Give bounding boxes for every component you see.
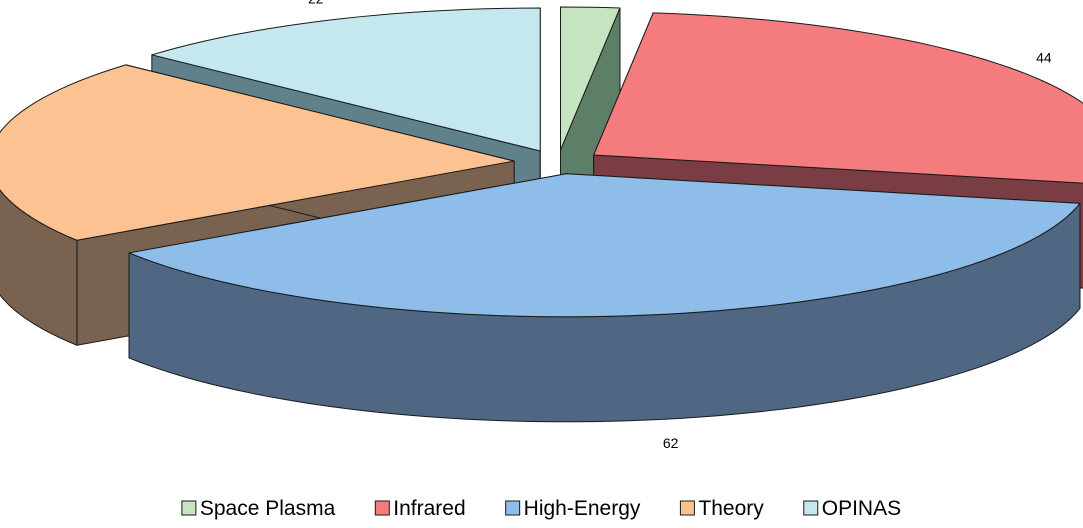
legend-swatch-space-plasma <box>181 500 197 516</box>
legend-label-high-energy: High-Energy <box>524 497 641 520</box>
legend-label-infrared: Infrared <box>393 497 465 520</box>
legend-label-space-plasma: Space Plasma <box>200 497 336 520</box>
legend: Space Plasma Infrared High-Energy Theory OPI… <box>181 497 901 520</box>
legend-item-theory: Theory <box>679 497 764 520</box>
data-label-opinas: 22 <box>308 0 324 6</box>
slice-top-theory <box>0 64 515 241</box>
data-label-infrared: 44 <box>1036 49 1052 65</box>
data-label-high-energy: 62 <box>663 435 679 451</box>
slice-top-high-energy <box>128 173 1081 318</box>
legend-swatch-high-energy <box>505 500 521 516</box>
legend-item-opinas: OPINAS <box>803 497 901 520</box>
data-labels: 344623522 <box>308 0 1052 451</box>
legend-swatch-theory <box>679 500 695 516</box>
slice-high-energy <box>128 173 1081 423</box>
legend-label-theory: Theory <box>698 497 764 520</box>
slice-top-space-plasma <box>560 6 621 151</box>
slice-top-opinas <box>151 7 541 152</box>
legend-label-opinas: OPINAS <box>822 497 901 520</box>
legend-item-space-plasma: Space Plasma <box>181 497 336 520</box>
slice-top-infrared <box>593 12 1083 184</box>
legend-swatch-infrared <box>374 500 390 516</box>
legend-swatch-opinas <box>803 500 819 516</box>
pie-slices <box>0 6 1083 423</box>
legend-item-high-energy: High-Energy <box>505 497 641 520</box>
legend-item-infrared: Infrared <box>374 497 466 520</box>
